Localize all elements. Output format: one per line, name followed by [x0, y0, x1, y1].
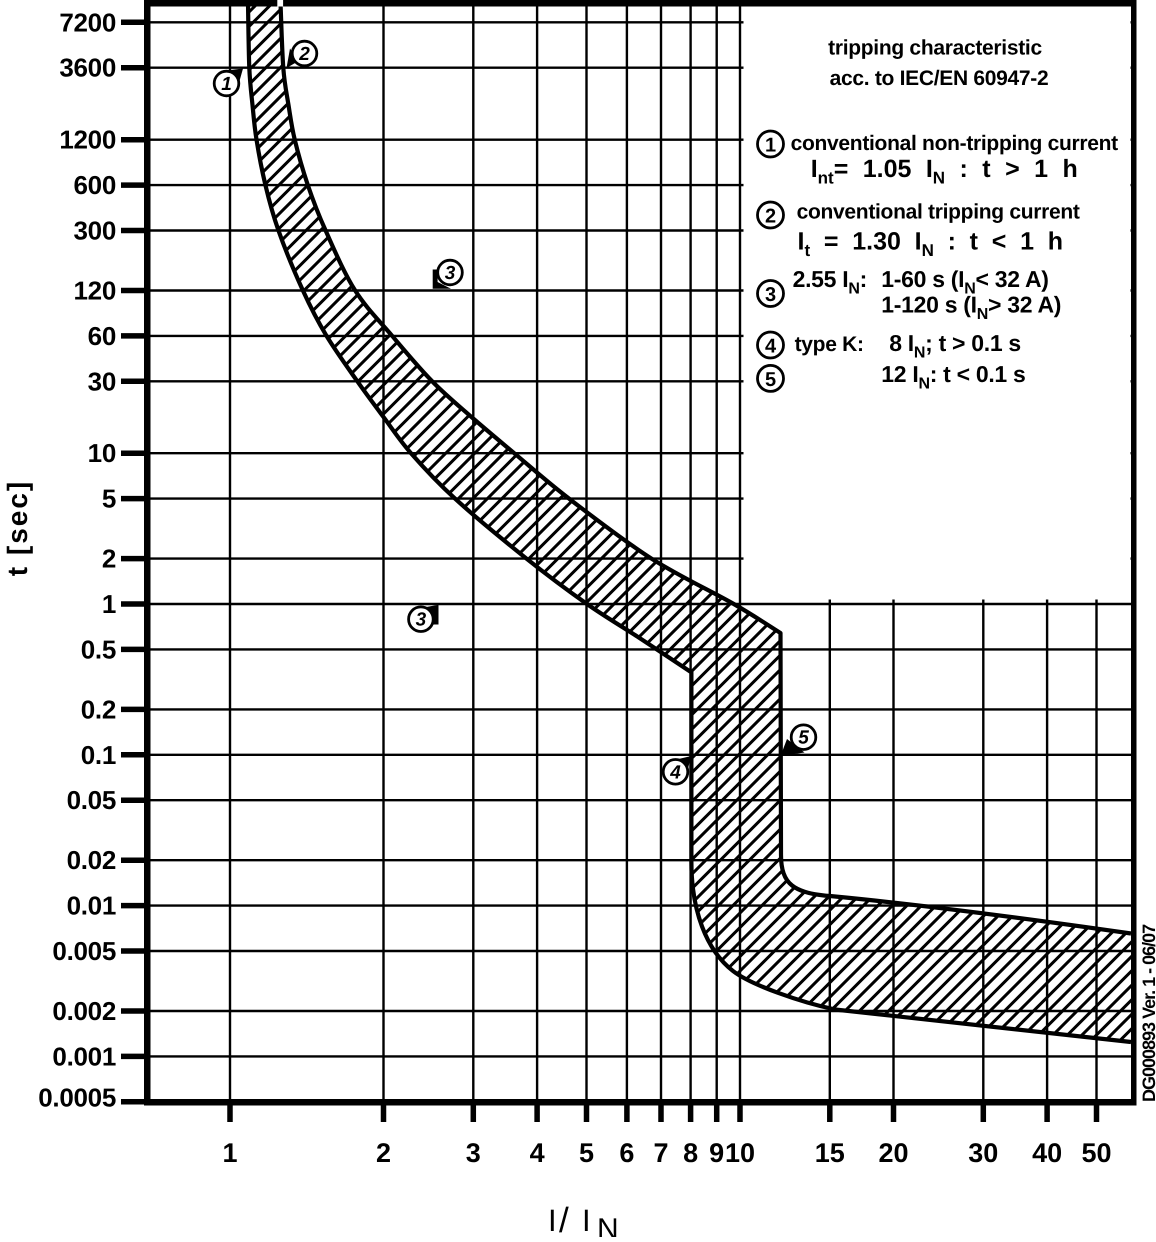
svg-text:0.2: 0.2	[81, 694, 116, 724]
svg-text:15: 15	[815, 1138, 845, 1168]
svg-text:I: I	[548, 1203, 557, 1237]
svg-text:60: 60	[88, 321, 116, 351]
svg-text:I: I	[582, 1203, 591, 1237]
svg-text:40: 40	[1032, 1138, 1062, 1168]
svg-text:7200: 7200	[59, 7, 116, 37]
svg-text:30: 30	[968, 1138, 998, 1168]
svg-text:N: N	[597, 1213, 619, 1237]
svg-text:2: 2	[376, 1138, 391, 1168]
svg-text:Int​= 1.05 IN​ : t > 1 h: Int​= 1.05 IN​ : t > 1 h	[811, 155, 1078, 188]
svg-text:0.001: 0.001	[52, 1041, 116, 1071]
svg-text:1: 1	[222, 1138, 237, 1168]
svg-text:acc. to IEC/EN 60947-2: acc. to IEC/EN 60947-2	[830, 67, 1049, 90]
svg-text:1: 1	[102, 589, 116, 619]
svg-text:0.1: 0.1	[81, 740, 116, 770]
svg-text:conventional non-tripping curr: conventional non-tripping current	[791, 132, 1119, 155]
svg-text:5: 5	[765, 369, 776, 391]
svg-text:1: 1	[765, 135, 776, 157]
svg-text:120: 120	[74, 276, 116, 306]
svg-text:5: 5	[579, 1138, 594, 1168]
svg-text:7: 7	[653, 1138, 668, 1168]
svg-text:t [sec]: t [sec]	[2, 480, 33, 576]
svg-text:0.005: 0.005	[52, 936, 116, 966]
svg-text:0.02: 0.02	[67, 845, 116, 875]
svg-text:10: 10	[725, 1138, 755, 1168]
svg-text:3600: 3600	[59, 53, 116, 83]
svg-text:0.05: 0.05	[67, 785, 116, 815]
svg-text:8: 8	[683, 1138, 698, 1168]
svg-text:10: 10	[88, 438, 116, 468]
svg-text:0.0005: 0.0005	[38, 1082, 116, 1112]
svg-text:1: 1	[221, 74, 232, 95]
svg-text:5: 5	[798, 728, 809, 749]
svg-text:0.01: 0.01	[67, 891, 116, 921]
svg-text:3: 3	[445, 263, 456, 284]
svg-text:type K:: type K:	[795, 333, 864, 356]
svg-text:0.002: 0.002	[52, 996, 116, 1026]
svg-text:3: 3	[416, 610, 427, 631]
svg-text:DG000893 Ver. 1 - 06/07: DG000893 Ver. 1 - 06/07	[1139, 924, 1156, 1102]
svg-text:4: 4	[765, 336, 777, 358]
svg-text:30: 30	[88, 366, 116, 396]
svg-text:4: 4	[530, 1138, 545, 1168]
svg-text:conventional tripping current: conventional tripping current	[797, 201, 1080, 224]
svg-text:9: 9	[709, 1138, 724, 1168]
svg-text:3: 3	[765, 284, 776, 306]
svg-text:50: 50	[1081, 1138, 1111, 1168]
svg-text:0.5: 0.5	[81, 634, 116, 664]
svg-text:2: 2	[765, 206, 776, 228]
svg-text:6: 6	[619, 1138, 634, 1168]
svg-text:/: /	[559, 1201, 569, 1237]
svg-text:300: 300	[74, 216, 116, 246]
svg-text:1200: 1200	[59, 125, 116, 155]
svg-text:tripping characteristic: tripping characteristic	[828, 37, 1042, 60]
svg-text:5: 5	[102, 484, 116, 514]
svg-text:2: 2	[298, 44, 310, 65]
svg-text:2: 2	[102, 544, 116, 574]
svg-text:600: 600	[74, 170, 116, 200]
svg-text:4: 4	[669, 762, 681, 783]
svg-text:3: 3	[466, 1138, 481, 1168]
svg-text:20: 20	[878, 1138, 908, 1168]
